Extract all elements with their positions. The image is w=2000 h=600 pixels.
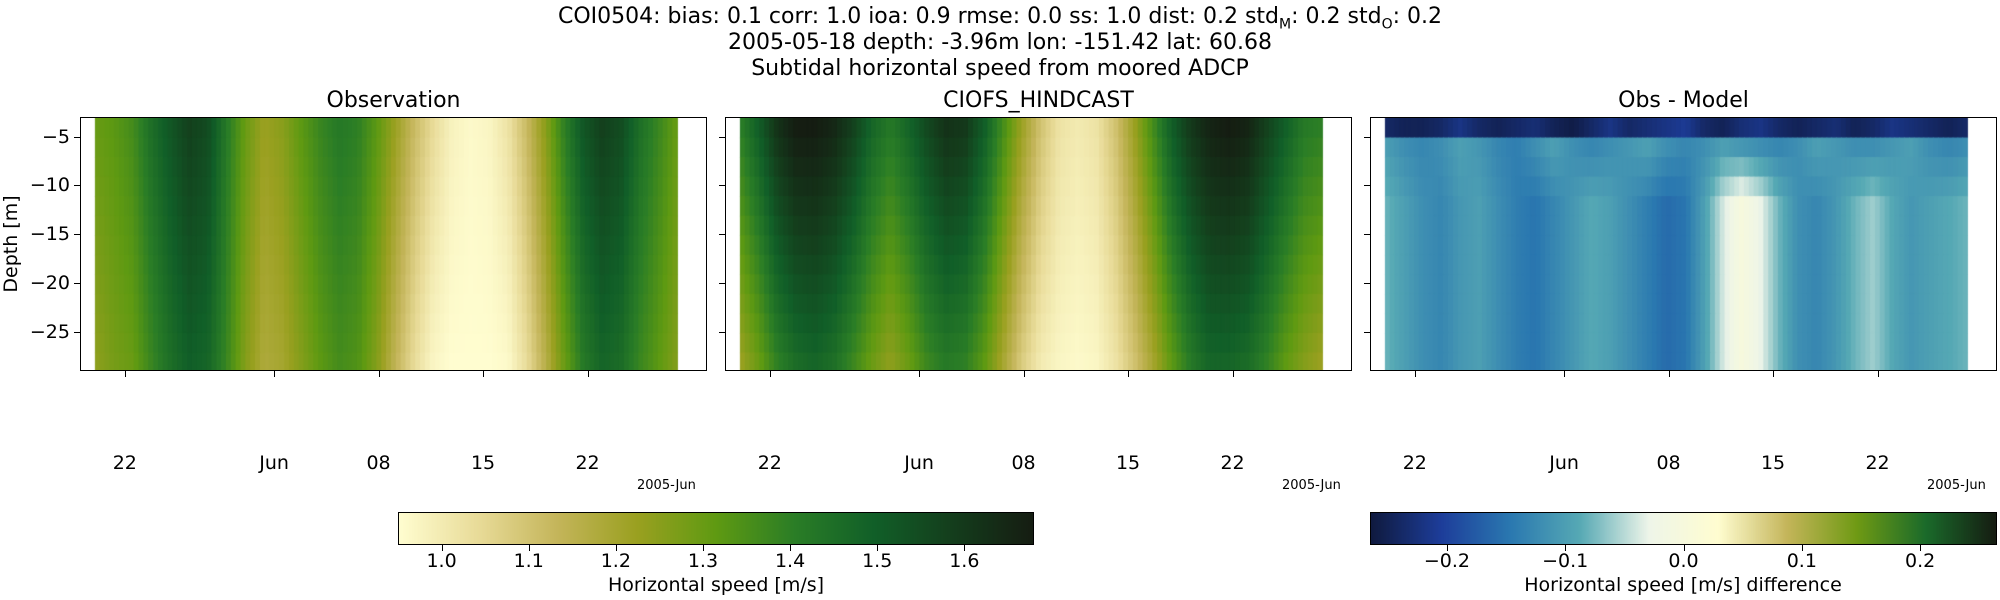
x-tick-label-2-0: 22 <box>1402 452 1427 474</box>
x-tick-label-2-1: Jun <box>1549 452 1579 474</box>
colorbar-tick-mark-1-2 <box>1683 545 1685 551</box>
colorbar-tick-mark-1-0 <box>1446 545 1448 551</box>
colorbar-tick-mark-1-4 <box>1920 545 1922 551</box>
x-tick-mark-0-2 <box>378 371 380 377</box>
title-subscript-o: O <box>1381 16 1393 33</box>
x-tick-mark-0-1 <box>274 371 276 377</box>
y-tick-mark-0-1 <box>74 185 80 187</box>
colorbar-tick-label-0-4: 1.4 <box>774 550 806 572</box>
panel-ciofs-hindcast <box>725 117 1352 371</box>
x-tick-mark-1-0 <box>769 371 771 377</box>
colorbar-tick-label-1-4: 0.2 <box>1904 550 1936 572</box>
heatmap-ciofs-hindcast <box>726 118 1351 370</box>
colorbar-tick-mark-0-5 <box>877 545 879 551</box>
colorbar-tick-label-1-0: −0.2 <box>1423 550 1470 572</box>
y-tick-label-1: −10 <box>29 174 70 197</box>
figure-title-line-1: COI0504: bias: 0.1 corr: 1.0 ioa: 0.9 rm… <box>0 4 2000 37</box>
panel-title-observation: Observation <box>326 88 461 113</box>
y-tick-mark-0-3 <box>74 283 80 285</box>
colorbar-tick-mark-0-1 <box>528 545 530 551</box>
colorbar-tick-mark-1-1 <box>1565 545 1567 551</box>
y-tick-mark-1-0 <box>719 136 725 138</box>
x-offset-label-0: 2005-Jun <box>637 478 696 493</box>
y-tick-mark-2-0 <box>1364 136 1370 138</box>
x-tick-mark-2-1 <box>1564 371 1566 377</box>
colorbar-tick-label-0-2: 1.2 <box>600 550 631 572</box>
x-tick-mark-2-3 <box>1773 371 1775 377</box>
panel-observation <box>80 117 707 371</box>
colorbar-tick-mark-0-6 <box>964 545 966 551</box>
x-tick-label-0-2: 08 <box>366 452 391 474</box>
x-tick-label-2-4: 22 <box>1865 452 1890 474</box>
colorbar-tick-label-1-2: 0.0 <box>1668 550 1699 572</box>
figure-title-line-2: 2005-05-18 depth: -3.96m lon: -151.42 la… <box>727 30 1273 55</box>
y-tick-label-2: −15 <box>29 223 70 246</box>
x-tick-mark-1-1 <box>919 371 921 377</box>
x-tick-mark-1-3 <box>1128 371 1130 377</box>
x-tick-label-0-0: 22 <box>112 452 137 474</box>
x-tick-label-2-2: 08 <box>1656 452 1681 474</box>
heatmap-observation <box>81 118 706 370</box>
figure-title-line-3: Subtidal horizontal speed from moored AD… <box>751 56 1249 81</box>
colorbar-tick-mark-1-3 <box>1801 545 1803 551</box>
title-text-2: : 0.2 std <box>1291 4 1382 29</box>
x-tick-mark-2-2 <box>1668 371 1670 377</box>
colorbar-tick-mark-0-3 <box>702 545 704 551</box>
y-tick-mark-0-2 <box>74 234 80 236</box>
y-tick-mark-2-1 <box>1364 185 1370 187</box>
x-tick-label-1-3: 15 <box>1115 452 1141 474</box>
y-tick-mark-2-2 <box>1364 234 1370 236</box>
colorbar-speed-label: Horizontal speed [m/s] <box>607 574 825 596</box>
y-tick-label-4: −25 <box>29 320 70 343</box>
colorbar-tick-label-0-6: 1.6 <box>949 550 980 572</box>
x-offset-label-2: 2005-Jun <box>1927 478 1986 493</box>
y-tick-mark-1-4 <box>719 331 725 333</box>
x-tick-label-1-2: 08 <box>1011 452 1036 474</box>
x-tick-label-1-0: 22 <box>757 452 782 474</box>
x-tick-mark-1-2 <box>1023 371 1025 377</box>
title-subscript-m: M <box>1279 16 1292 33</box>
x-tick-mark-0-4 <box>587 371 589 377</box>
colorbar-tick-mark-0-4 <box>790 545 792 551</box>
x-tick-mark-2-4 <box>1877 371 1879 377</box>
panel-title-obs-minus-model: Obs - Model <box>1618 88 1749 113</box>
x-tick-label-0-1: Jun <box>259 452 289 474</box>
colorbar-tick-label-0-0: 1.0 <box>426 550 457 572</box>
colorbar-tick-mark-0-0 <box>441 545 443 551</box>
x-tick-label-1-1: Jun <box>904 452 934 474</box>
colorbar-tick-label-0-5: 1.5 <box>862 550 893 572</box>
panel-title-ciofs-hindcast: CIOFS_HINDCAST <box>943 88 1134 113</box>
y-tick-mark-2-4 <box>1364 331 1370 333</box>
colorbar-tick-label-1-3: 0.1 <box>1786 550 1817 572</box>
x-tick-label-1-4: 22 <box>1220 452 1245 474</box>
colorbar-tick-label-0-1: 1.1 <box>513 550 544 572</box>
y-tick-mark-1-3 <box>719 283 725 285</box>
colorbar-difference-label: Horizontal speed [m/s] difference <box>1524 574 1842 596</box>
colorbar-tick-label-1-1: −0.1 <box>1542 550 1589 572</box>
colorbar-tick-mark-0-2 <box>615 545 617 551</box>
x-tick-mark-0-0 <box>124 371 126 377</box>
title-text-3: : 0.2 <box>1392 4 1443 29</box>
title-text-1: COI0504: bias: 0.1 corr: 1.0 ioa: 0.9 rm… <box>557 4 1280 29</box>
colorbar-difference <box>1370 512 1997 545</box>
colorbar-speed <box>398 512 1034 545</box>
y-tick-mark-0-0 <box>74 136 80 138</box>
y-tick-mark-2-3 <box>1364 283 1370 285</box>
heatmap-obs-minus-model <box>1371 118 1996 370</box>
y-tick-mark-1-2 <box>719 234 725 236</box>
x-tick-mark-0-3 <box>483 371 485 377</box>
x-offset-label-1: 2005-Jun <box>1282 478 1341 493</box>
panel-obs-minus-model <box>1370 117 1997 371</box>
x-tick-mark-1-4 <box>1232 371 1234 377</box>
y-tick-mark-1-1 <box>719 185 725 187</box>
x-tick-label-2-3: 15 <box>1760 452 1786 474</box>
x-tick-label-0-4: 22 <box>575 452 600 474</box>
y-tick-label-3: −20 <box>29 272 70 295</box>
colorbar-tick-label-0-3: 1.3 <box>687 550 719 572</box>
y-tick-label-0: −5 <box>41 125 70 148</box>
y-tick-mark-0-4 <box>74 331 80 333</box>
x-tick-mark-2-0 <box>1414 371 1416 377</box>
x-tick-label-0-3: 15 <box>470 452 496 474</box>
